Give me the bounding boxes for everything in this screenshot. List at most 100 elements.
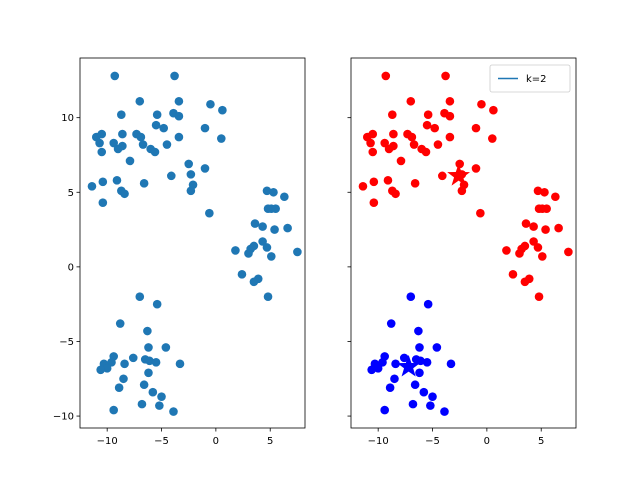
x-tick-label: 0: [484, 436, 490, 447]
data-point: [97, 147, 107, 157]
data-point: [115, 319, 125, 328]
data-point: [415, 343, 424, 352]
data-point: [455, 159, 465, 169]
y-tick-label: 0: [68, 262, 74, 273]
axes-frame: [350, 57, 577, 429]
data-point: [367, 365, 376, 375]
data-point: [438, 171, 447, 181]
data-point: [422, 120, 432, 130]
data-point: [120, 189, 129, 199]
data-point: [368, 147, 378, 157]
x-tick-label: 5: [267, 436, 273, 447]
data-point: [423, 299, 433, 309]
data-point: [477, 99, 486, 109]
data-point: [538, 252, 547, 261]
data-point: [554, 223, 563, 233]
data-point: [157, 392, 166, 401]
data-point: [383, 176, 393, 185]
data-point: [426, 401, 435, 410]
data-point: [380, 405, 390, 415]
data-point: [389, 129, 398, 139]
data-point: [145, 356, 154, 366]
data-point: [174, 96, 184, 106]
data-point: [408, 399, 418, 409]
data-point: [445, 111, 455, 121]
data-point: [445, 96, 455, 106]
data-point: [250, 219, 260, 228]
data-point: [432, 343, 442, 352]
data-point: [249, 241, 259, 251]
data-point: [406, 96, 416, 106]
data-point: [410, 179, 420, 188]
data-point: [263, 292, 273, 302]
y-tick-label: 5: [68, 188, 74, 199]
data-point: [533, 186, 543, 196]
data-point: [107, 358, 116, 367]
data-point: [150, 147, 160, 157]
data-point: [262, 243, 272, 252]
data-point: [258, 237, 267, 246]
data-point: [205, 208, 214, 218]
data-point: [409, 140, 419, 149]
data-point: [184, 159, 193, 169]
x-tick-label: −5: [425, 436, 440, 447]
legend-label: k=2: [526, 74, 547, 85]
data-point: [391, 189, 400, 199]
data-point: [381, 71, 391, 81]
data-point: [206, 99, 215, 109]
data-point: [520, 277, 530, 287]
y-tick-label: −10: [53, 412, 74, 423]
left-scatter-panel: −10 −5 0 5 −10 −5 0 5 10: [53, 57, 306, 447]
data-point: [476, 208, 485, 218]
x-tick-label: −5: [154, 436, 169, 447]
data-point: [410, 380, 420, 390]
data-point: [138, 140, 148, 149]
data-point: [534, 292, 544, 302]
data-point: [96, 365, 105, 375]
data-point: [237, 270, 247, 279]
x-tick-label: −10: [368, 436, 389, 447]
data-point: [97, 129, 107, 139]
data-point: [110, 71, 120, 81]
data-point: [421, 147, 431, 157]
data-point: [529, 237, 538, 246]
data-point: [406, 292, 416, 302]
data-point: [148, 387, 158, 397]
data-point: [118, 129, 127, 139]
data-point: [396, 156, 406, 166]
centroid-star-marker: [447, 163, 471, 186]
data-point: [162, 140, 172, 149]
data-point: [120, 359, 129, 369]
data-point: [200, 164, 210, 173]
x-tick-label: 5: [538, 436, 544, 447]
data-point: [551, 192, 560, 202]
data-point: [386, 319, 396, 328]
data-point: [249, 277, 259, 287]
data-point: [139, 380, 149, 390]
data-point: [270, 225, 279, 234]
data-point: [136, 132, 146, 142]
data-point: [388, 110, 397, 119]
data-point: [87, 182, 97, 191]
data-point: [109, 138, 118, 148]
data-point: [98, 198, 108, 208]
data-point: [151, 358, 161, 367]
data-point: [218, 105, 227, 115]
data-point: [366, 138, 375, 148]
data-point: [262, 186, 272, 196]
y-tick-label: −5: [59, 337, 74, 348]
data-point: [446, 359, 456, 369]
data-point: [515, 249, 524, 258]
data-point: [271, 204, 280, 213]
data-point: [529, 222, 538, 231]
data-point: [143, 326, 152, 336]
data-point: [428, 392, 437, 401]
data-point: [258, 222, 267, 231]
data-point: [564, 247, 573, 257]
data-point: [508, 270, 518, 279]
data-point: [114, 383, 124, 393]
data-point: [488, 134, 497, 143]
data-point: [174, 132, 184, 142]
data-point: [471, 123, 481, 133]
data-point: [533, 243, 543, 252]
